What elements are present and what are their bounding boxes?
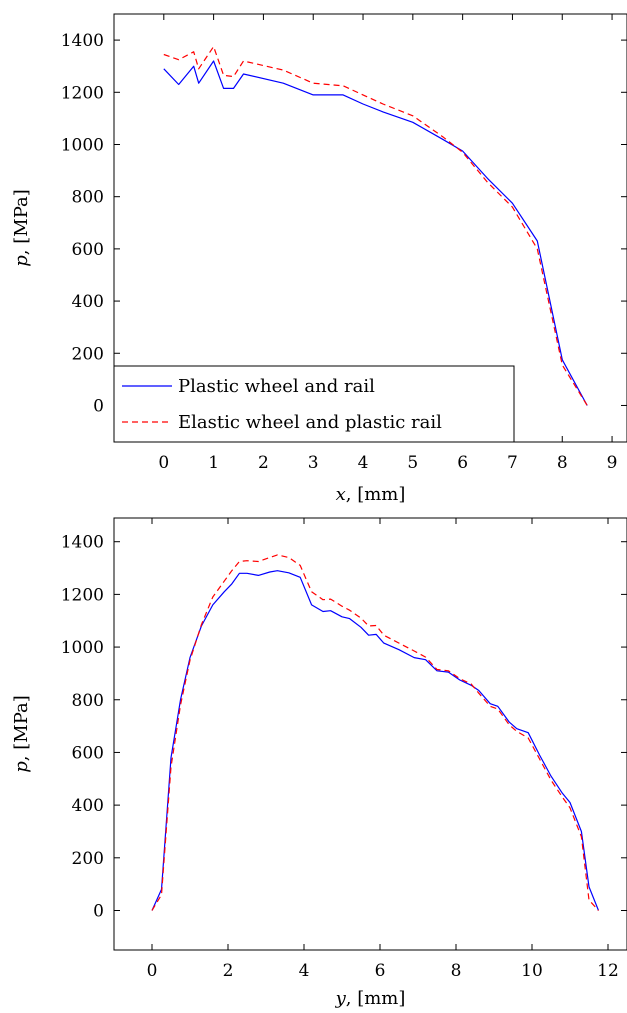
- x-tick-label: 0: [147, 961, 158, 981]
- y-tick-label: 200: [72, 849, 104, 869]
- y-tick-label: 0: [93, 901, 104, 921]
- x-tick-labels: 0 2 4 6 8 10 12: [147, 961, 619, 981]
- x-tick-labels: 0 1 2 3 4 5 6 7 8 9: [158, 453, 617, 473]
- legend-label-elastic: Elastic wheel and plastic rail: [178, 412, 442, 433]
- x-tick-label: 6: [457, 453, 468, 473]
- x-axis-label: x, [mm]: [336, 484, 406, 505]
- legend: Plastic wheel and rail Elastic wheel and…: [113, 365, 515, 443]
- x-tick-label: 8: [557, 453, 568, 473]
- series-line-plastic: [163, 60, 588, 406]
- legend-label-plastic: Plastic wheel and rail: [178, 376, 375, 397]
- series-line-elastic: [151, 554, 599, 911]
- y-axis-unit: , [MPa]: [11, 189, 32, 255]
- y-axis-unit: , [MPa]: [11, 695, 32, 761]
- y-tick-label: 1000: [61, 135, 104, 155]
- x-tick-label: 1: [208, 453, 219, 473]
- x-tick-label: 12: [597, 961, 619, 981]
- x-tick-label: 2: [223, 961, 234, 981]
- series-line-plastic: [151, 570, 600, 911]
- y-tick-label: 400: [72, 796, 104, 816]
- y-tick-label: 1200: [61, 83, 104, 103]
- y-tick-label: 800: [72, 691, 104, 711]
- x-tick-label: 10: [521, 961, 543, 981]
- plot-frame: [113, 517, 627, 951]
- series-lines: [163, 45, 588, 406]
- series-line-elastic: [163, 45, 588, 406]
- y-tick-label: 0: [93, 396, 104, 416]
- y-axis-label: p, [MPa]: [11, 189, 32, 266]
- y-tick-label: 1400: [61, 533, 104, 553]
- y-tick-label: 1200: [61, 585, 104, 605]
- y-tick-label: 400: [72, 292, 104, 312]
- x-axis-label: y, [mm]: [335, 988, 406, 1009]
- y-axis-variable: p: [11, 255, 32, 267]
- x-tick-label: 5: [407, 453, 418, 473]
- y-tick-labels: 0 200 400 600 800 1000 1200 1400: [61, 31, 104, 416]
- pressure-vs-x-chart: 0 1 2 3 4 5 6 7 8 9 0 200 400 600 800 1000 1200 1400 Pla…: [11, 13, 627, 505]
- series-lines: [151, 554, 600, 911]
- x-tick-label: 4: [299, 961, 310, 981]
- y-tick-label: 200: [72, 344, 104, 364]
- y-axis-variable: p: [11, 761, 32, 773]
- y-axis-label: p, [MPa]: [11, 695, 32, 772]
- x-axis-unit: , [mm]: [346, 484, 406, 505]
- x-axis-unit: , [mm]: [346, 988, 406, 1009]
- x-tick-label: 3: [308, 453, 319, 473]
- y-tick-label: 1000: [61, 638, 104, 658]
- y-tick-label: 1400: [61, 31, 104, 51]
- x-tick-label: 9: [607, 453, 618, 473]
- x-tick-label: 8: [451, 961, 462, 981]
- x-tick-label: 4: [358, 453, 369, 473]
- x-tick-label: 0: [158, 453, 169, 473]
- x-tick-label: 7: [507, 453, 518, 473]
- legend-box: [113, 365, 515, 443]
- x-axis-variable: y: [335, 988, 347, 1009]
- y-tick-label: 600: [72, 240, 104, 260]
- x-tick-label: 6: [375, 961, 386, 981]
- axis-ticks: [114, 518, 627, 950]
- y-tick-label: 600: [72, 743, 104, 763]
- x-tick-label: 2: [258, 453, 269, 473]
- y-tick-label: 800: [72, 188, 104, 208]
- x-axis-variable: x: [336, 484, 346, 505]
- y-tick-labels: 0 200 400 600 800 1000 1200 1400: [61, 533, 104, 922]
